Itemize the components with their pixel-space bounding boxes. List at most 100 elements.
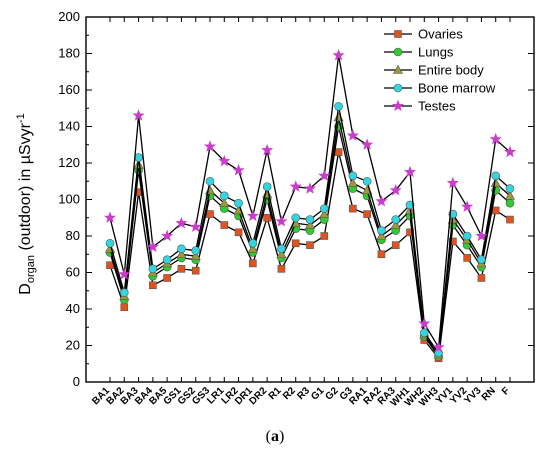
data-point: [275, 215, 288, 227]
data-point: [491, 206, 500, 215]
y-axis-label-suffix: (outdoor) in µSvyr: [17, 122, 34, 255]
data-point: [276, 249, 287, 259]
y-tick-label: 120: [58, 155, 80, 170]
data-point: [120, 303, 129, 311]
series-bone-marrow: [105, 102, 515, 358]
data-point: [389, 184, 402, 196]
data-point: [375, 194, 388, 207]
y-axis-label: Dorgan (outdoor) in µSvyr-1: [15, 113, 37, 294]
data-point: [477, 255, 486, 265]
legend-label: Entire body: [418, 63, 484, 78]
data-point: [163, 274, 171, 282]
data-point: [248, 239, 258, 248]
data-point: [148, 264, 158, 274]
series-ovaries: [106, 148, 514, 363]
data-point: [190, 250, 201, 260]
legend-item: Ovaries: [384, 27, 463, 42]
data-point: [463, 254, 471, 262]
legend-item: Entire body: [384, 63, 484, 78]
data-point: [391, 215, 401, 224]
legend-marker: [391, 99, 405, 112]
data-point: [206, 210, 214, 218]
x-tick-label: RN: [480, 385, 498, 403]
data-point: [263, 213, 271, 222]
data-point: [475, 229, 488, 242]
data-point: [418, 317, 431, 329]
data-point: [318, 169, 331, 181]
data-point: [505, 184, 515, 193]
data-point: [161, 229, 174, 242]
data-point: [249, 259, 257, 268]
data-point: [149, 281, 157, 290]
series-testes: [103, 48, 517, 353]
legend-label: Lungs: [418, 45, 454, 60]
data-point: [348, 171, 358, 181]
series-layer: [103, 48, 517, 363]
data-point: [490, 177, 501, 187]
x-tick-label: F: [500, 385, 512, 397]
y-ticks: 0 20 40 60 80 100 120 140 160 180 200: [58, 9, 534, 389]
data-point: [191, 246, 201, 255]
caption-open: (: [265, 428, 271, 445]
data-point: [376, 230, 387, 240]
data-point: [261, 143, 274, 156]
data-point: [503, 145, 517, 158]
data-point: [506, 215, 514, 224]
data-point: [432, 340, 445, 353]
legend-label: Testes: [418, 99, 456, 114]
data-point: [304, 219, 316, 229]
data-point: [346, 129, 359, 141]
data-point: [203, 140, 217, 152]
y-axis-label-subscript: organ: [25, 255, 37, 283]
caption-close: ): [279, 428, 285, 445]
data-point: [504, 190, 516, 200]
data-point: [305, 215, 315, 224]
data-point: [134, 153, 143, 162]
data-point: [246, 209, 259, 222]
legend: Ovaries Lungs Entire body Bone marrow Testes: [384, 27, 496, 114]
data-point: [347, 177, 358, 187]
data-point: [320, 232, 329, 240]
data-point: [377, 250, 386, 259]
legend-marker: [393, 83, 403, 93]
y-tick-label: 140: [58, 119, 80, 134]
data-point: [477, 274, 486, 282]
data-point: [219, 198, 230, 207]
data-point: [262, 182, 272, 192]
y-tick-label: 20: [66, 338, 80, 353]
data-point: [103, 211, 117, 223]
data-point: [462, 231, 472, 241]
data-point: [247, 243, 258, 253]
data-point: [289, 180, 302, 192]
data-point: [133, 159, 144, 169]
data-point: [277, 265, 286, 273]
data-point: [405, 200, 415, 210]
data-point: [232, 163, 245, 176]
legend-marker: [393, 47, 403, 57]
caption-letter: a: [271, 428, 279, 445]
data-point: [175, 216, 188, 229]
data-point: [303, 182, 317, 194]
legend-marker: [394, 30, 402, 38]
data-point: [220, 221, 229, 229]
figure-caption: (a): [0, 428, 550, 446]
legend-label: Bone marrow: [418, 81, 496, 96]
data-point: [177, 265, 186, 273]
data-point: [403, 165, 417, 178]
data-point: [319, 204, 329, 213]
data-point: [132, 109, 145, 121]
data-point: [334, 102, 343, 111]
data-point: [234, 228, 243, 237]
legend-label: Ovaries: [418, 27, 463, 42]
data-point: [362, 176, 372, 186]
data-point: [146, 240, 159, 253]
data-point: [234, 198, 243, 208]
data-point: [349, 204, 357, 213]
legend-item: Bone marrow: [384, 81, 496, 96]
data-point: [291, 239, 300, 248]
data-point: [177, 244, 186, 254]
data-point: [449, 237, 457, 246]
y-tick-label: 60: [66, 265, 80, 280]
legend-item: Testes: [384, 99, 456, 114]
